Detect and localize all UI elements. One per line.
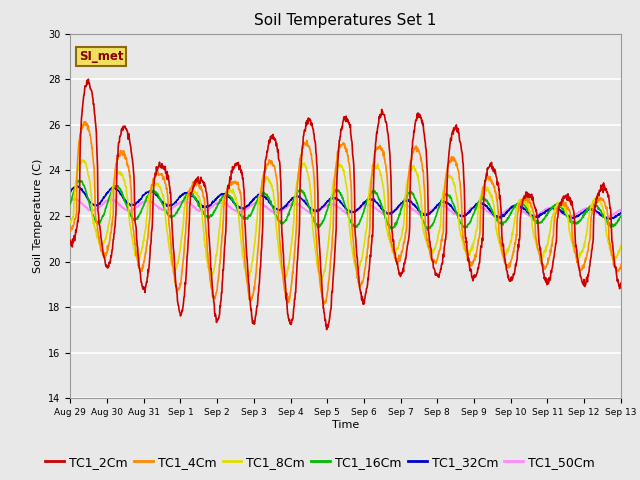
Title: Soil Temperatures Set 1: Soil Temperatures Set 1 [255,13,436,28]
TC1_4Cm [320,301,328,307]
TC1_4Cm [81,119,88,125]
TC1_8Cm [159,192,166,198]
TC1_32Cm [73,183,81,189]
TC1_32Cm [338,201,346,207]
TC1_2Cm [503,268,511,274]
TC1_16Cm [349,222,357,228]
TC1_16Cm [67,201,74,207]
TC1_4Cm [67,228,74,234]
Line: TC1_8Cm: TC1_8Cm [70,160,640,281]
Text: SI_met: SI_met [79,50,123,63]
TC1_50Cm [159,206,166,212]
TC1_16Cm [338,194,346,200]
TC1_8Cm [79,157,86,163]
TC1_8Cm [589,197,597,203]
TC1_2Cm [339,125,346,131]
TC1_4Cm [589,205,597,211]
TC1_50Cm [71,195,79,201]
TC1_4Cm [349,239,357,245]
TC1_8Cm [349,255,357,261]
Line: TC1_16Cm: TC1_16Cm [70,180,640,230]
TC1_2Cm [349,158,357,164]
TC1_8Cm [503,247,511,253]
TC1_8Cm [317,278,324,284]
Y-axis label: Soil Temperature (C): Soil Temperature (C) [33,159,43,273]
TC1_50Cm [67,197,74,203]
Line: TC1_50Cm: TC1_50Cm [70,198,640,218]
TC1_4Cm [339,142,346,147]
TC1_50Cm [589,208,596,214]
TC1_2Cm [84,76,92,82]
TC1_4Cm [503,262,511,267]
TC1_32Cm [67,189,74,194]
TC1_50Cm [349,210,357,216]
TC1_16Cm [424,228,431,233]
TC1_32Cm [589,207,596,213]
Line: TC1_2Cm: TC1_2Cm [70,79,640,330]
X-axis label: Time: Time [332,420,359,430]
TC1_16Cm [159,202,166,207]
Line: TC1_32Cm: TC1_32Cm [70,186,640,221]
TC1_32Cm [349,209,357,215]
TC1_8Cm [67,221,74,227]
Line: TC1_4Cm: TC1_4Cm [70,122,640,304]
TC1_8Cm [339,164,346,170]
Legend: TC1_2Cm, TC1_4Cm, TC1_8Cm, TC1_16Cm, TC1_32Cm, TC1_50Cm: TC1_2Cm, TC1_4Cm, TC1_8Cm, TC1_16Cm, TC1… [40,451,600,474]
TC1_16Cm [503,216,511,222]
TC1_32Cm [503,210,511,216]
TC1_16Cm [589,201,597,207]
TC1_2Cm [589,237,597,242]
TC1_2Cm [67,238,74,243]
TC1_2Cm [159,163,166,169]
TC1_16Cm [74,178,82,183]
TC1_2Cm [323,327,330,333]
TC1_50Cm [503,207,511,213]
TC1_32Cm [159,199,166,205]
TC1_50Cm [338,207,346,213]
TC1_4Cm [159,174,166,180]
